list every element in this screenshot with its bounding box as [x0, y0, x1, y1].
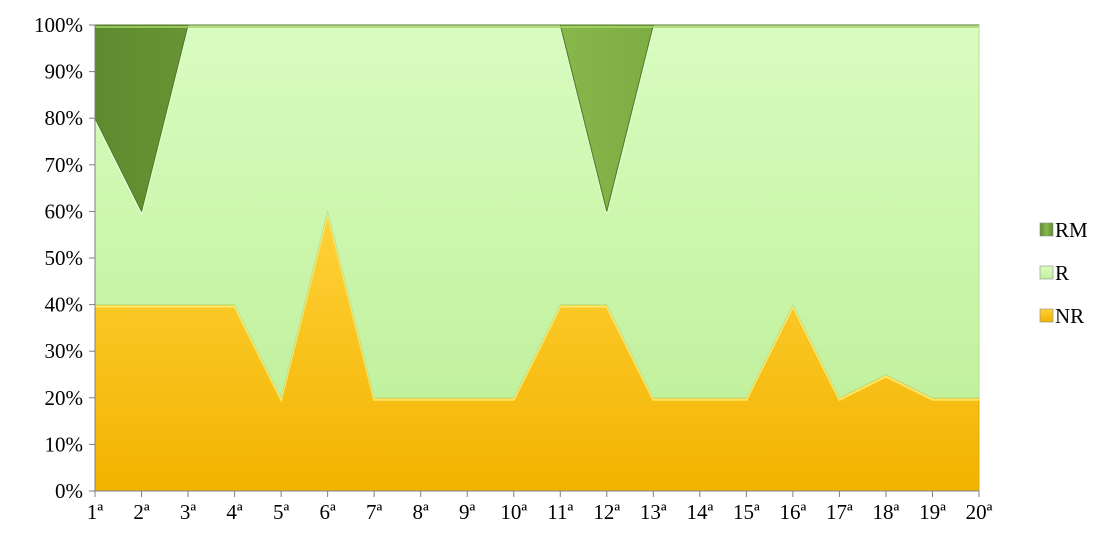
x-tick-label: 11ª [547, 500, 573, 524]
x-tick-label: 4ª [226, 500, 243, 524]
y-tick-label: 50% [45, 246, 84, 270]
legend-swatch-rm [1039, 222, 1054, 237]
legend: RM R NR [1039, 218, 1088, 328]
x-tick-label: 9ª [459, 500, 476, 524]
x-tick-label: 3ª [180, 500, 197, 524]
y-tick-label: 40% [45, 293, 84, 317]
x-tick-label: 17ª [826, 500, 853, 524]
y-tick-label: 20% [45, 386, 84, 410]
y-tick-label: 0% [55, 479, 83, 503]
y-axis-ticks: 0% 10% 20% 30% 40% 50% 60% 70% 80% 90% 100% [34, 13, 95, 503]
x-tick-label: 14ª [686, 500, 713, 524]
legend-label-nr: NR [1055, 304, 1084, 328]
legend-label-rm: RM [1055, 218, 1088, 242]
x-tick-label: 10ª [500, 500, 527, 524]
x-tick-label: 12ª [593, 500, 620, 524]
x-tick-label: 16ª [779, 500, 806, 524]
legend-label-r: R [1055, 261, 1069, 285]
y-tick-label: 10% [45, 432, 84, 456]
x-tick-label: 7ª [366, 500, 383, 524]
legend-swatch-nr [1039, 308, 1054, 323]
x-tick-label: 8ª [413, 500, 430, 524]
x-tick-label: 19ª [919, 500, 946, 524]
y-tick-label: 30% [45, 339, 84, 363]
x-tick-label: 5ª [273, 500, 290, 524]
area-series-rm [94, 24, 980, 212]
x-tick-label: 2ª [133, 500, 150, 524]
x-tick-label: 20ª [966, 500, 993, 524]
y-tick-label: 90% [45, 60, 84, 84]
x-tick-label: 15ª [733, 500, 760, 524]
y-tick-label: 60% [45, 199, 84, 223]
x-tick-label: 1ª [87, 500, 104, 524]
y-tick-label: 100% [34, 13, 83, 37]
legend-swatch-r [1039, 265, 1054, 280]
area-series-group [94, 24, 980, 492]
x-axis-ticks: 1ª 2ª 3ª 4ª 5ª 6ª 7ª 8ª 9ª 10ª 11ª 12ª 13ª 14ª 15ª 16ª 1… [87, 491, 993, 524]
y-tick-label: 70% [45, 153, 84, 177]
legend-item-r: R [1039, 261, 1069, 285]
y-tick-label: 80% [45, 106, 84, 130]
x-tick-label: 13ª [640, 500, 667, 524]
x-tick-label: 18ª [873, 500, 900, 524]
legend-item-rm: RM [1039, 218, 1088, 242]
legend-item-nr: NR [1039, 304, 1084, 328]
x-tick-label: 6ª [319, 500, 336, 524]
area-highlight-nr [95, 213, 979, 403]
